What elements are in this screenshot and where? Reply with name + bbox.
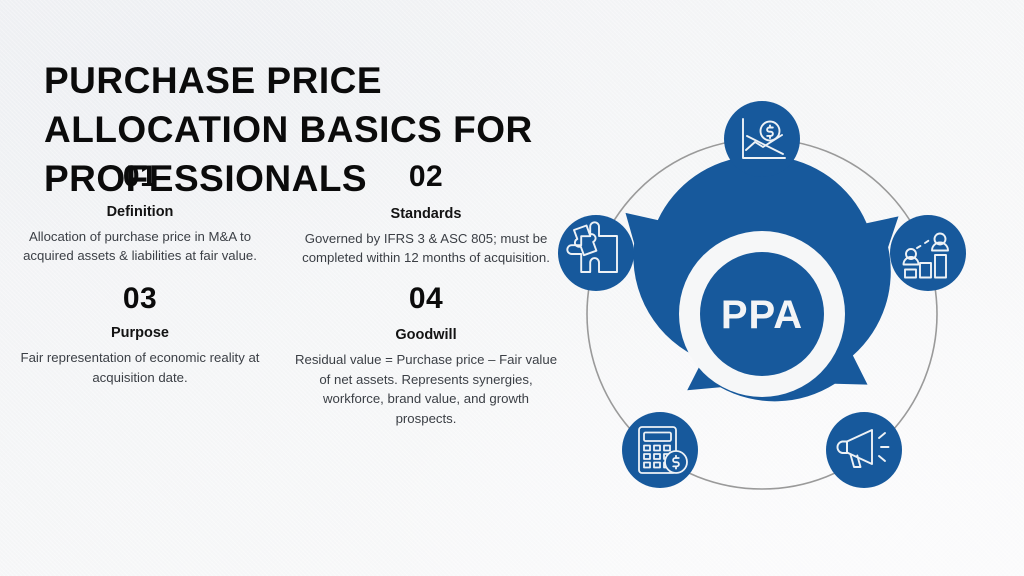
icon-circle	[890, 215, 966, 291]
icon-node-left[interactable]	[558, 215, 634, 291]
center-label: PPA	[721, 293, 803, 337]
point-number: 01	[122, 160, 158, 193]
point-item-03: 03 Purpose Fair representation of econom…	[18, 268, 262, 429]
ppa-circular-diagram: PPA	[536, 88, 988, 540]
point-text: Fair representation of economic reality …	[20, 350, 260, 385]
chart-dollar-icon	[742, 118, 786, 159]
center-disc	[700, 252, 824, 376]
point-item-04: 04 Goodwill Residual value = Purchase pr…	[294, 268, 558, 429]
icon-node-right[interactable]	[890, 215, 966, 291]
point-item-02: 02 Standards Governed by IFRS 3 & ASC 80…	[294, 160, 558, 268]
puzzle-pieces-icon	[566, 221, 618, 273]
point-number: 03	[122, 281, 158, 315]
icon-node-bottom-right[interactable]	[826, 412, 902, 488]
point-text: Residual value = Purchase price – Fair v…	[294, 352, 558, 426]
point-number: 02	[408, 160, 444, 193]
megaphone-icon	[836, 429, 890, 468]
point-number: 04	[408, 281, 444, 315]
icon-circle	[826, 412, 902, 488]
point-text: Governed by IFRS 3 & ASC 805; must be co…	[302, 230, 550, 266]
left-content-column: PURCHASE PRICE ALLOCATION BASICS FOR PRO…	[44, 56, 604, 204]
point-caption: Goodwill	[395, 327, 457, 344]
point-caption: Purpose	[110, 325, 169, 342]
icon-circle	[724, 101, 800, 177]
center-spiked-ring: PPA	[625, 126, 899, 402]
point-caption: Definition	[106, 203, 174, 220]
calculator-dollar-icon	[638, 426, 688, 474]
people-growth-chart-icon	[902, 232, 949, 279]
point-item-01: 01 Definition Allocation of purchase pri…	[18, 160, 262, 268]
point-caption: Standards	[390, 205, 462, 222]
points-grid: 01 Definition Allocation of purchase pri…	[18, 160, 563, 428]
page-title: PURCHASE PRICE ALLOCATION BASICS FOR PRO…	[44, 60, 533, 200]
icon-node-top[interactable]	[724, 101, 800, 177]
point-text: Allocation of purchase price in M&A to a…	[23, 228, 257, 264]
icon-node-bottom-left[interactable]	[622, 412, 698, 488]
